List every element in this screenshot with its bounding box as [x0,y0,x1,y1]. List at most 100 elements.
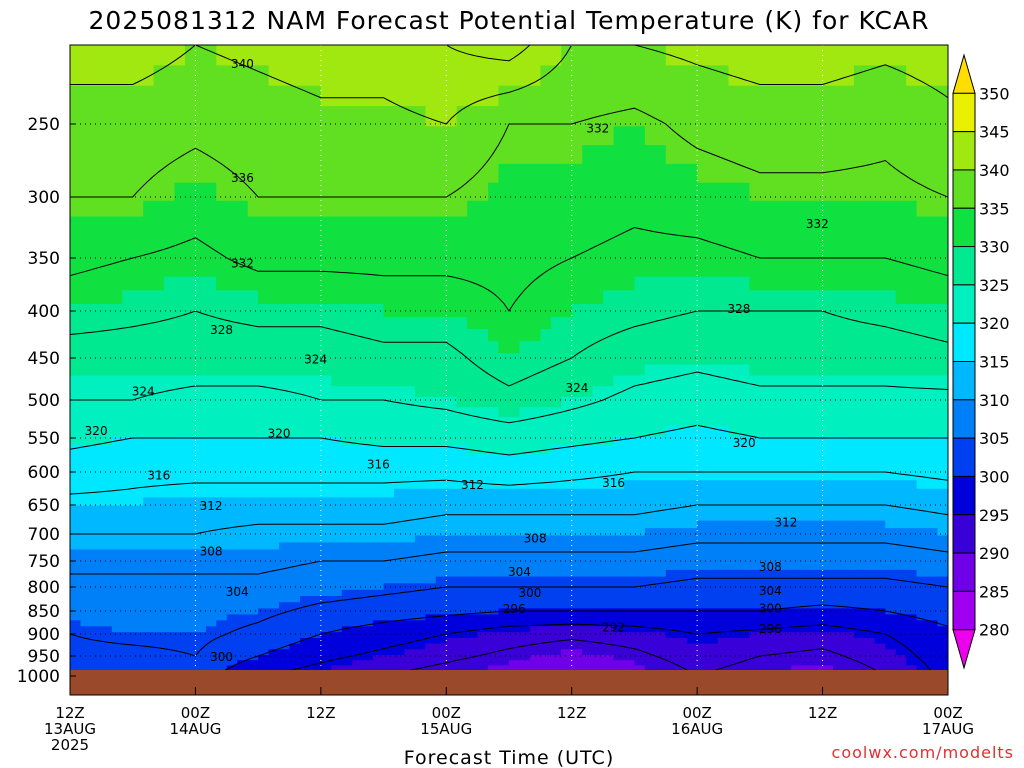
theta-cell [780,145,792,165]
theta-cell [320,643,332,650]
theta-cell [320,649,332,656]
theta-cell [394,436,406,446]
theta-cell [634,364,646,376]
theta-cell [132,649,144,656]
theta-cell [268,436,280,446]
theta-cell [226,263,238,278]
theta-cell [446,488,458,498]
theta-cell [843,660,855,666]
theta-cell [414,471,426,481]
theta-cell [540,263,552,278]
theta-cell [111,454,123,464]
theta-cell [362,216,374,233]
theta-cell [509,200,521,218]
theta-cell [749,276,761,291]
theta-cell [843,397,855,408]
theta-cell [843,329,855,342]
theta-cell [143,364,155,376]
theta-cell [718,182,730,202]
theta-cell [111,353,123,366]
theta-cell [780,397,792,408]
theta-cell [613,608,625,615]
theta-cell [644,407,656,418]
theta-cell [707,643,719,650]
theta-cell [780,556,792,564]
theta-cell [446,232,458,249]
theta-cell [132,353,144,366]
theta-cell [634,426,646,438]
theta-cell [822,445,834,455]
theta-cell [665,655,677,661]
theta-cell [634,649,646,656]
theta-cell [582,416,594,428]
theta-cell [247,329,259,342]
theta-cell [676,304,688,318]
theta-cell [425,488,437,498]
theta-cell [185,126,197,146]
theta-cell [697,626,709,633]
theta-cell [394,632,406,639]
theta-cell [728,505,740,514]
theta-cell [174,520,186,529]
theta-cell [509,655,521,661]
theta-cell [613,329,625,342]
theta-cell [373,316,385,330]
theta-cell [843,248,855,264]
theta-cell [205,505,217,514]
theta-cell [373,614,385,621]
theta-cell [718,596,730,603]
theta-cell [383,463,395,473]
theta-cell [498,655,510,661]
theta-cell [268,576,280,584]
theta-cell [550,549,562,557]
theta-cell [352,602,364,609]
theta-cell [383,576,395,584]
theta-cell [279,364,291,376]
theta-cell [498,45,510,66]
theta-cell [822,216,834,233]
theta-cell [540,513,552,522]
theta-cell [185,329,197,342]
theta-cell [540,488,552,498]
theta-cell [101,397,113,408]
theta-cell [498,353,510,366]
theta-cell [801,407,813,418]
theta-cell [404,182,416,202]
theta-cell [101,263,113,278]
theta-cell [634,614,646,621]
theta-cell [258,665,270,670]
theta-cell [655,386,667,398]
theta-cell [456,375,468,387]
theta-cell [749,65,761,87]
theta-cell [770,397,782,408]
theta-cell [634,542,646,550]
theta-cell [571,463,583,473]
theta-cell [509,505,521,514]
theta-cell [143,513,155,522]
theta-cell [70,45,82,66]
theta-cell [540,655,552,661]
theta-cell [801,660,813,666]
theta-cell [456,549,468,557]
theta-cell [697,329,709,342]
theta-cell [383,263,395,278]
theta-cell [833,542,845,550]
theta-cell [80,542,92,550]
theta-cell [529,535,541,544]
theta-cell [456,497,468,507]
theta-cell [739,290,751,305]
theta-cell [435,649,447,656]
theta-cell [770,665,782,670]
theta-cell [425,549,437,557]
theta-cell [644,497,656,507]
theta-cell [759,513,771,522]
theta-cell [300,602,312,609]
theta-cell [341,200,353,218]
theta-cell [613,426,625,438]
theta-cell [634,497,646,507]
theta-cell [550,602,562,609]
theta-cell [561,353,573,366]
theta-cell [237,375,249,387]
theta-cell [90,329,102,342]
theta-cell [237,386,249,398]
